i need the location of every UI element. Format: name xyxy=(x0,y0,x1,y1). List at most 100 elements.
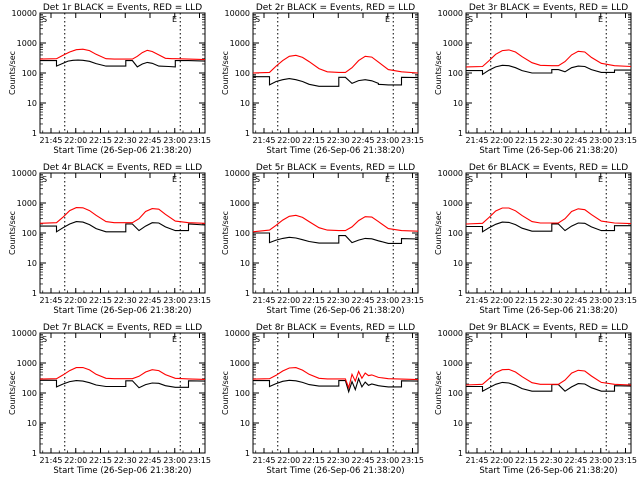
end-marker: E xyxy=(172,335,177,344)
y-tick-label: 100 xyxy=(235,69,250,78)
x-tick-label: 22:00 xyxy=(490,456,513,465)
x-tick-label: 21:45 xyxy=(465,456,488,465)
y-tick-label: 10 xyxy=(453,99,463,108)
detector-panel-4: Det 4r BLACK = Events, RED = LLD 1 10 100 10… xyxy=(8,163,211,316)
x-tick-label: 21:45 xyxy=(252,456,275,465)
x-tick-label: 23:15 xyxy=(188,136,211,145)
x-tick-label: 22:15 xyxy=(515,456,538,465)
panel-title: Det 5r BLACK = Events, RED = LLD xyxy=(256,163,415,173)
x-tick-label: 23:00 xyxy=(163,456,186,465)
y-tick-label: 1 xyxy=(245,289,250,298)
y-axis-label: Counts/sec xyxy=(8,371,17,415)
start-marker: S xyxy=(42,15,47,24)
series-events-line xyxy=(253,377,419,394)
y-axis-label: Counts/sec xyxy=(221,51,230,95)
series-events-line xyxy=(466,381,632,393)
x-axis-label: Start Time (26-Sep-06 21:38:20) xyxy=(53,146,191,156)
panel-title: Det 2r BLACK = Events, RED = LLD xyxy=(256,3,415,13)
y-tick-label: 1000 xyxy=(17,39,37,48)
detector-panel-8: Det 8r BLACK = Events, RED = LLD 1 10 100 10… xyxy=(221,323,424,476)
y-tick-label: 10 xyxy=(240,259,250,268)
x-tick-label: 22:15 xyxy=(302,296,325,305)
detector-panel-3: Det 3r BLACK = Events, RED = LLD 1 10 100 10… xyxy=(434,3,637,156)
y-tick-label: 10000 xyxy=(438,169,463,178)
series-lld-line xyxy=(252,54,419,74)
y-tick-label: 10 xyxy=(27,419,37,428)
series-events-line xyxy=(40,59,206,68)
x-axis-label: Start Time (26-Sep-06 21:38:20) xyxy=(266,146,404,156)
x-tick-label: 23:00 xyxy=(376,136,399,145)
x-tick-label: 22:45 xyxy=(138,456,161,465)
x-tick-label: 23:00 xyxy=(376,456,399,465)
y-tick-label: 1 xyxy=(458,449,463,458)
end-marker: E xyxy=(598,15,603,24)
start-marker: S xyxy=(468,175,473,184)
x-tick-label: 23:00 xyxy=(163,136,186,145)
y-tick-label: 100 xyxy=(448,389,463,398)
x-tick-label: 22:30 xyxy=(540,296,563,305)
x-tick-label: 23:00 xyxy=(589,296,612,305)
y-tick-label: 1000 xyxy=(443,39,463,48)
series-lld-line xyxy=(252,367,419,390)
end-marker: E xyxy=(385,335,390,344)
y-tick-label: 1 xyxy=(32,449,37,458)
x-axis-label: Start Time (26-Sep-06 21:38:20) xyxy=(266,466,404,476)
panel-title: Det 1r BLACK = Events, RED = LLD xyxy=(43,3,202,13)
detector-panel-9: Det 9r BLACK = Events, RED = LLD 1 10 100 10… xyxy=(434,323,637,476)
y-tick-label: 1000 xyxy=(17,199,37,208)
series-events-line xyxy=(253,76,419,87)
y-tick-label: 10000 xyxy=(438,329,463,338)
end-marker: E xyxy=(598,175,603,184)
y-tick-label: 10000 xyxy=(12,9,37,18)
x-tick-label: 22:00 xyxy=(490,136,513,145)
y-tick-label: 10000 xyxy=(225,329,250,338)
x-tick-label: 21:45 xyxy=(465,136,488,145)
x-tick-label: 23:15 xyxy=(614,456,637,465)
x-tick-label: 23:15 xyxy=(401,296,424,305)
x-tick-label: 22:00 xyxy=(490,296,513,305)
y-tick-label: 10000 xyxy=(12,329,37,338)
series-events-line xyxy=(253,232,419,244)
y-tick-label: 100 xyxy=(22,389,37,398)
end-marker: E xyxy=(172,15,177,24)
y-tick-label: 10 xyxy=(27,259,37,268)
x-tick-label: 22:30 xyxy=(327,296,350,305)
x-tick-label: 23:15 xyxy=(188,456,211,465)
panel-title: Det 8r BLACK = Events, RED = LLD xyxy=(256,323,415,333)
y-tick-label: 1 xyxy=(458,129,463,138)
x-tick-label: 22:00 xyxy=(64,296,87,305)
series-lld-line xyxy=(465,207,632,225)
y-axis-label: Counts/sec xyxy=(221,371,230,415)
end-marker: E xyxy=(385,15,390,24)
start-marker: S xyxy=(42,175,47,184)
x-tick-label: 21:45 xyxy=(252,296,275,305)
y-axis-label: Counts/sec xyxy=(434,51,443,95)
x-tick-label: 22:30 xyxy=(114,456,137,465)
detector-panel-1: Det 1r BLACK = Events, RED = LLD 1 10 100 10… xyxy=(8,3,211,156)
x-tick-label: 22:30 xyxy=(540,456,563,465)
y-tick-label: 1000 xyxy=(230,359,250,368)
x-tick-label: 22:15 xyxy=(302,456,325,465)
x-tick-label: 22:15 xyxy=(89,456,112,465)
x-tick-label: 22:15 xyxy=(89,296,112,305)
x-tick-label: 23:00 xyxy=(589,136,612,145)
x-tick-label: 22:00 xyxy=(64,136,87,145)
y-tick-label: 10 xyxy=(240,99,250,108)
y-tick-label: 1 xyxy=(32,129,37,138)
y-tick-label: 1 xyxy=(32,289,37,298)
y-tick-label: 10000 xyxy=(225,9,250,18)
x-tick-label: 22:30 xyxy=(114,136,137,145)
x-tick-label: 22:30 xyxy=(540,136,563,145)
y-tick-label: 1 xyxy=(458,289,463,298)
detector-panel-7: Det 7r BLACK = Events, RED = LLD 1 10 100 10… xyxy=(8,323,211,476)
y-tick-label: 1000 xyxy=(443,359,463,368)
start-marker: S xyxy=(468,335,473,344)
x-tick-label: 22:00 xyxy=(277,456,300,465)
x-tick-label: 22:45 xyxy=(564,296,587,305)
y-tick-label: 10 xyxy=(240,419,250,428)
x-tick-label: 22:45 xyxy=(564,456,587,465)
x-tick-label: 22:45 xyxy=(351,456,374,465)
y-tick-label: 100 xyxy=(448,229,463,238)
end-marker: E xyxy=(385,175,390,184)
